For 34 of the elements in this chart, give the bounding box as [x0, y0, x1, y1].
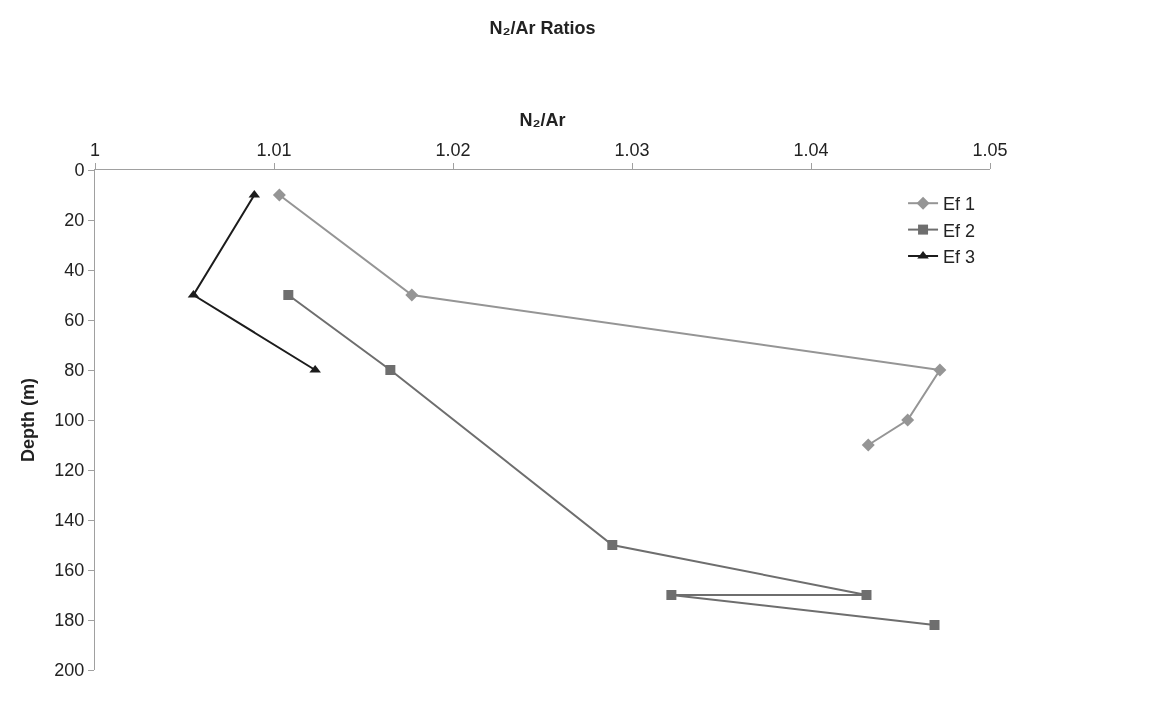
y-tick-label: 20 — [64, 210, 85, 231]
point — [283, 290, 294, 300]
y-tick-label: 200 — [54, 660, 85, 681]
y-tick-label: 100 — [54, 410, 85, 431]
x-axis-title: N₂/Ar — [519, 110, 566, 130]
point — [607, 540, 618, 550]
y-tick-label: 40 — [64, 260, 85, 281]
chart-title: N₂/Ar Ratios — [489, 17, 596, 38]
y-tick-label: 80 — [64, 360, 85, 381]
y-tick-label: 60 — [64, 310, 85, 331]
y-axis-title: Depth (m) — [17, 378, 38, 462]
y-tick-label: 140 — [54, 510, 85, 531]
point — [385, 365, 396, 375]
legend-label: Ef 3 — [943, 247, 976, 268]
x-tick-label: 1.01 — [256, 139, 292, 160]
point — [933, 363, 947, 377]
legend-label: Ef 1 — [943, 194, 976, 215]
x-tick-label: 1 — [89, 139, 101, 160]
x-tick-label: 1.02 — [435, 139, 471, 160]
x-tick-label: 1.03 — [614, 139, 650, 160]
point — [861, 438, 875, 452]
x-tick-label: 1.04 — [793, 139, 829, 160]
point — [272, 188, 286, 202]
y-tick-label: 120 — [54, 460, 85, 481]
point — [901, 413, 915, 427]
y-tick-label: 0 — [74, 160, 85, 181]
point — [929, 620, 940, 630]
y-tick-label: 180 — [54, 610, 85, 631]
point — [666, 590, 677, 600]
point — [405, 288, 419, 302]
legend-label: Ef 2 — [943, 220, 976, 241]
x-tick-label: 1.05 — [972, 139, 1008, 160]
y-tick-label: 160 — [54, 560, 85, 581]
point — [861, 590, 872, 600]
